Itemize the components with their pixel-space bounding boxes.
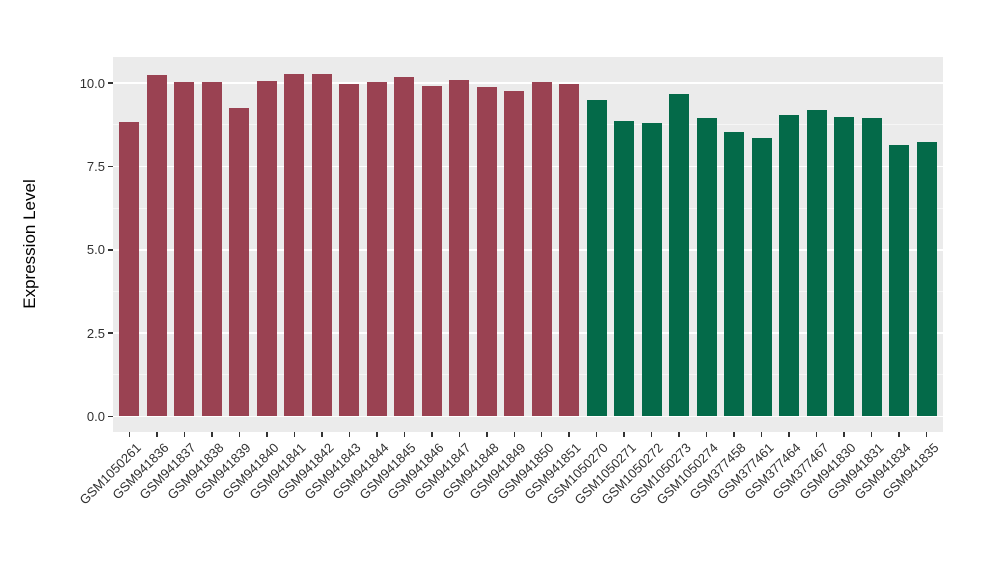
bar-GSM941848 xyxy=(476,87,497,417)
bar-GSM941836 xyxy=(146,74,167,417)
y-tick-label: 10.0 xyxy=(79,75,105,91)
x-tick-mark xyxy=(925,432,928,437)
bar-GSM941850 xyxy=(531,82,552,417)
x-tick-mark xyxy=(513,432,515,437)
x-tick-mark xyxy=(211,432,213,437)
x-tick-mark xyxy=(733,432,735,437)
y-tick-label: 7.5 xyxy=(86,158,105,174)
x-tick-mark xyxy=(293,432,296,437)
x-tick-mark xyxy=(788,432,790,437)
x-tick-mark xyxy=(678,432,680,437)
major-gridline xyxy=(113,249,943,251)
minor-gridline xyxy=(113,124,943,126)
bar-GSM941839 xyxy=(229,108,250,417)
bar-GSM941847 xyxy=(449,80,470,417)
x-tick-mark xyxy=(595,432,598,437)
x-tick-mark xyxy=(650,432,653,437)
bar-GSM377461 xyxy=(751,137,772,417)
x-tick-mark xyxy=(348,432,351,437)
x-tick-mark xyxy=(321,432,323,437)
bar-GSM377467 xyxy=(806,109,827,417)
bar-GSM377458 xyxy=(724,132,745,417)
bar-GSM941845 xyxy=(394,76,415,417)
y-tick-mark xyxy=(108,332,113,334)
bar-GSM1050270 xyxy=(586,100,607,417)
bar-GSM941844 xyxy=(366,81,387,417)
y-tick-label: 5.0 xyxy=(86,242,105,258)
y-tick-mark xyxy=(108,415,113,418)
bar-GSM941843 xyxy=(339,83,360,417)
bar-GSM941830 xyxy=(834,117,855,417)
bar-GSM1050274 xyxy=(696,118,717,417)
x-tick-mark xyxy=(898,432,900,437)
y-tick-mark xyxy=(108,82,113,84)
x-tick-mark xyxy=(156,432,158,437)
bar-GSM941835 xyxy=(916,142,937,417)
x-tick-mark xyxy=(815,432,818,437)
bar-GSM941849 xyxy=(504,90,525,417)
x-tick-mark xyxy=(238,432,241,437)
y-tick-mark xyxy=(108,165,113,168)
x-tick-mark xyxy=(183,432,186,437)
x-tick-mark xyxy=(760,432,763,437)
bar-GSM1050261 xyxy=(119,122,140,417)
major-gridline xyxy=(113,165,943,168)
bar-GSM941837 xyxy=(174,81,195,417)
minor-gridline xyxy=(113,290,943,292)
bar-GSM941842 xyxy=(311,74,332,417)
bar-GSM941846 xyxy=(421,85,442,417)
x-tick-mark xyxy=(458,432,461,437)
x-tick-mark xyxy=(705,432,708,437)
minor-gridline xyxy=(113,374,943,376)
bar-GSM1050273 xyxy=(669,93,690,417)
bar-GSM1050272 xyxy=(641,123,662,417)
bar-GSM941834 xyxy=(889,144,910,417)
bar-GSM941840 xyxy=(256,81,277,417)
x-tick-mark xyxy=(376,432,378,437)
minor-gridline xyxy=(113,207,943,209)
bar-GSM1050271 xyxy=(614,121,635,417)
major-gridline xyxy=(113,82,943,84)
x-tick-mark xyxy=(623,432,625,437)
x-tick-mark xyxy=(266,432,268,437)
bar-GSM941841 xyxy=(284,73,305,417)
x-tick-mark xyxy=(431,432,433,437)
bar-GSM941838 xyxy=(201,82,222,417)
bar-GSM377464 xyxy=(779,115,800,417)
y-tick-label: 2.5 xyxy=(86,325,105,341)
x-tick-mark xyxy=(128,432,131,437)
x-tick-mark xyxy=(870,432,873,437)
major-gridline xyxy=(113,415,943,418)
x-tick-mark xyxy=(843,432,845,437)
bar-GSM941831 xyxy=(861,118,882,417)
major-gridline xyxy=(113,332,943,334)
plot-panel xyxy=(113,57,943,432)
x-tick-mark xyxy=(403,432,406,437)
x-tick-mark xyxy=(568,432,570,437)
y-tick-label: 0.0 xyxy=(86,409,105,424)
x-tick-mark xyxy=(486,432,488,437)
y-tick-mark xyxy=(108,249,113,251)
bar-GSM941851 xyxy=(559,84,580,417)
x-tick-mark xyxy=(540,432,543,437)
